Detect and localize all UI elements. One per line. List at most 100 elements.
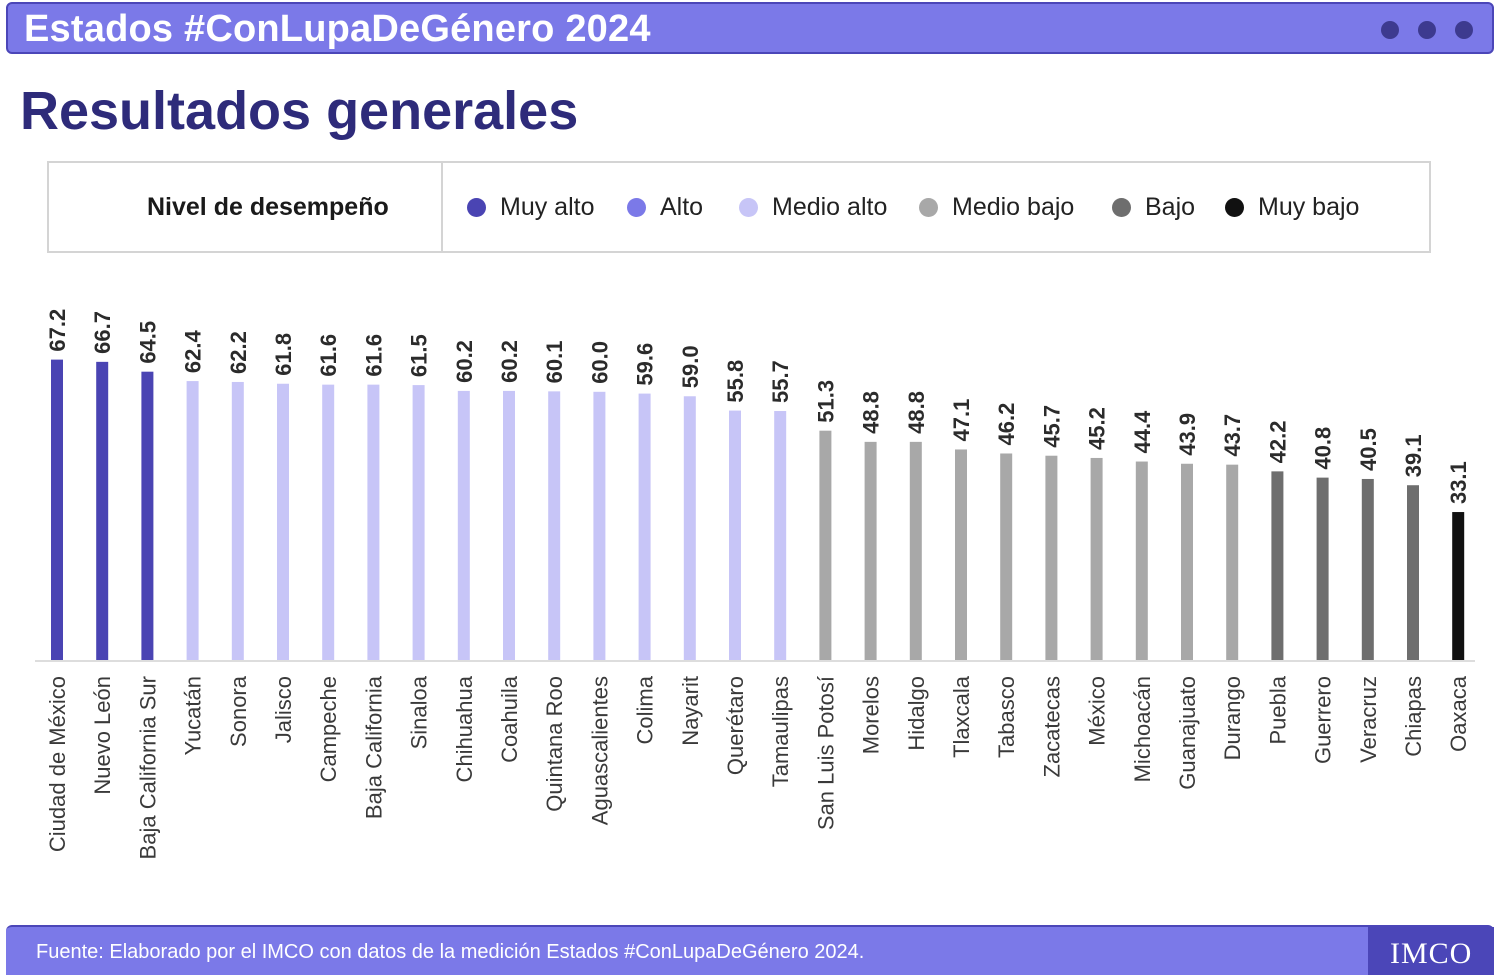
menu-dot-icon xyxy=(1455,21,1473,39)
bar xyxy=(186,381,199,660)
legend-label: Medio alto xyxy=(772,193,888,221)
bar xyxy=(322,384,335,660)
bar xyxy=(819,430,832,660)
data-label: 60.2 xyxy=(452,340,477,383)
legend-divider xyxy=(441,163,443,251)
legend-label: Bajo xyxy=(1145,193,1196,221)
bar xyxy=(1452,512,1465,660)
bar xyxy=(774,411,787,660)
bar xyxy=(367,384,380,660)
bar xyxy=(412,385,425,660)
data-label: 61.6 xyxy=(316,334,341,377)
category-label: Durango xyxy=(1220,676,1245,760)
bar xyxy=(638,393,651,660)
legend-title: Nivel de desempeño xyxy=(147,193,389,221)
data-label: 40.8 xyxy=(1311,427,1336,470)
data-label: 33.1 xyxy=(1446,461,1471,504)
bar xyxy=(955,449,967,660)
bar xyxy=(231,381,244,660)
data-label: 46.2 xyxy=(994,403,1019,446)
category-label: Coahuila xyxy=(497,675,522,763)
category-label: Hidalgo xyxy=(904,676,929,751)
data-label: 39.1 xyxy=(1401,434,1426,477)
bar xyxy=(1000,453,1013,660)
bar xyxy=(593,391,606,660)
data-label: 45.2 xyxy=(1085,407,1110,450)
imco-logo: IMCO xyxy=(1368,927,1494,975)
data-label: 59.0 xyxy=(678,345,703,388)
category-label: Veracruz xyxy=(1356,676,1381,763)
category-label: Nayarit xyxy=(678,676,703,746)
category-label: Jalisco xyxy=(271,676,296,743)
legend-item-muy-alto: Muy alto xyxy=(467,191,594,223)
category-label: Chiapas xyxy=(1401,676,1426,757)
top-banner: Estados #ConLupaDeGénero 2024 xyxy=(6,2,1494,54)
bar xyxy=(683,396,696,660)
category-label: Ciudad de México xyxy=(45,676,70,852)
bar xyxy=(51,359,63,660)
bar xyxy=(1316,477,1329,660)
category-label: Chihuahua xyxy=(452,675,477,782)
category-label: Campeche xyxy=(316,676,341,782)
category-label: Baja California Sur xyxy=(135,676,160,859)
legend-swatch-muy-alto xyxy=(467,197,486,217)
data-label: 61.6 xyxy=(361,334,386,377)
category-label: Oaxaca xyxy=(1446,675,1471,752)
bar xyxy=(1045,455,1058,660)
page-title: Resultados generales xyxy=(20,81,579,141)
legend-label: Muy bajo xyxy=(1258,193,1360,221)
category-label: Colima xyxy=(633,675,658,744)
data-label: 60.2 xyxy=(497,340,522,383)
category-label: Yucatán xyxy=(181,676,206,756)
data-label: 66.7 xyxy=(90,311,115,354)
data-label: 59.6 xyxy=(633,343,658,386)
legend-swatch-muy-bajo xyxy=(1225,197,1244,217)
category-label: Puebla xyxy=(1265,675,1290,744)
bar xyxy=(96,361,109,660)
data-label: 61.8 xyxy=(271,333,296,376)
legend-swatch-alto xyxy=(627,197,646,217)
data-label: 60.1 xyxy=(542,341,567,384)
data-label: 42.2 xyxy=(1265,421,1290,464)
data-label: 48.8 xyxy=(859,391,884,434)
data-label: 48.8 xyxy=(904,391,929,434)
data-label: 40.5 xyxy=(1356,428,1381,471)
category-label: Guanajuato xyxy=(1175,676,1200,790)
data-label: 44.4 xyxy=(1130,410,1155,454)
bar xyxy=(548,391,561,660)
data-label: 61.5 xyxy=(407,334,432,377)
legend-item-medio-bajo: Medio bajo xyxy=(919,191,1074,223)
data-label: 62.4 xyxy=(181,329,206,373)
bar xyxy=(1226,464,1239,660)
data-label: 67.2 xyxy=(45,309,70,352)
data-label: 45.7 xyxy=(1039,405,1064,448)
category-label: Baja California xyxy=(361,675,386,819)
banner-title: Estados #ConLupaDeGénero 2024 xyxy=(24,8,651,50)
data-label: 51.3 xyxy=(813,380,838,423)
data-label: 62.2 xyxy=(226,331,251,374)
data-label: 55.8 xyxy=(723,360,748,403)
bar xyxy=(1135,461,1148,660)
legend-label: Alto xyxy=(660,193,704,221)
category-label: México xyxy=(1085,676,1110,746)
legend-swatch-medio-alto xyxy=(739,197,758,217)
bar xyxy=(277,383,289,660)
category-label: Sinaloa xyxy=(407,675,432,749)
category-label: Guerrero xyxy=(1311,676,1336,764)
legend-item-alto: Alto xyxy=(627,191,703,223)
legend-item-muy-bajo: Muy bajo xyxy=(1225,191,1359,223)
data-label: 60.0 xyxy=(587,341,612,384)
bar xyxy=(457,390,470,660)
source-note: Fuente: Elaborado por el IMCO con datos … xyxy=(36,941,865,963)
bar xyxy=(1271,471,1284,660)
category-label: Sonora xyxy=(226,675,251,747)
bar xyxy=(1361,478,1374,660)
legend-item-bajo: Bajo xyxy=(1112,191,1195,223)
legend: Nivel de desempeño Muy alto Alto Medio a… xyxy=(47,161,1431,253)
legend-label: Muy alto xyxy=(500,193,595,221)
data-label: 47.1 xyxy=(949,399,974,442)
category-label: Zacatecas xyxy=(1039,676,1064,778)
bar xyxy=(1407,485,1419,660)
data-label: 43.7 xyxy=(1220,414,1245,457)
category-label: Tlaxcala xyxy=(949,675,974,758)
